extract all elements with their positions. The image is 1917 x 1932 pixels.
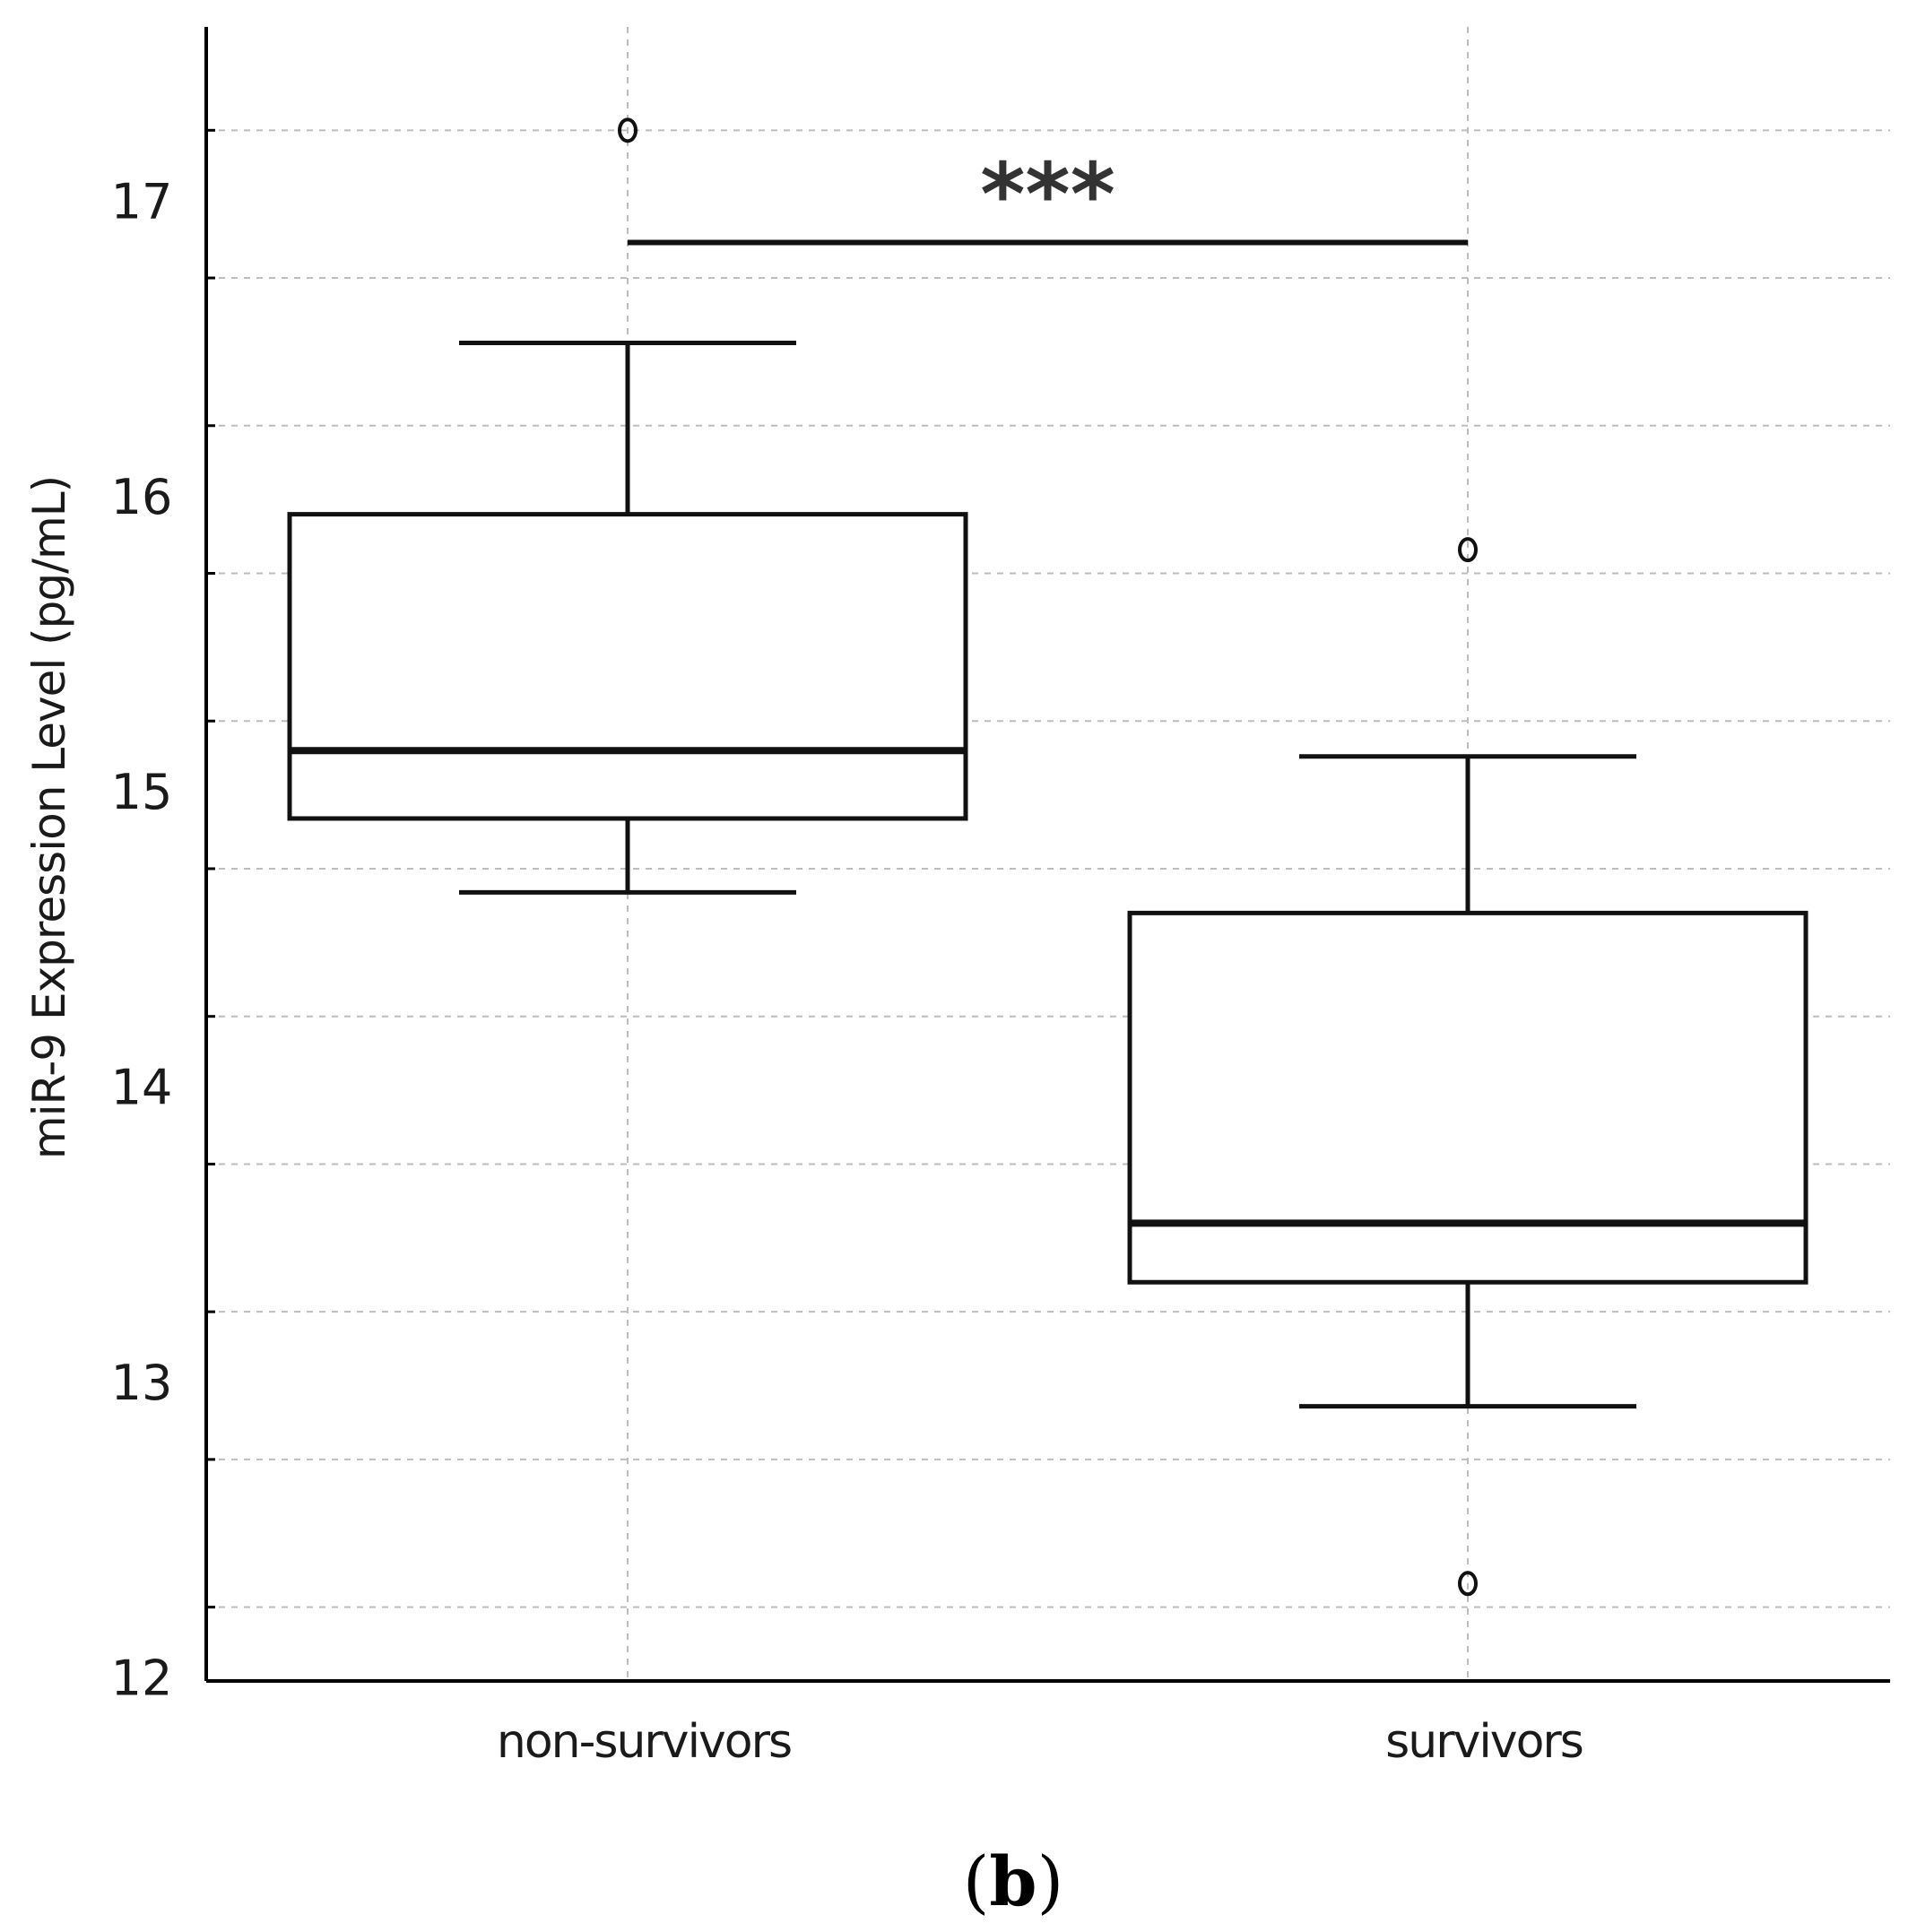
y-tick-label: 15	[111, 764, 173, 820]
category-labels: non-survivors survivors	[497, 1715, 1584, 1769]
axes	[204, 27, 1890, 1683]
box-survivors	[1127, 537, 1809, 1597]
significance-annotation: ***	[628, 145, 1468, 246]
x-category-label: non-survivors	[497, 1715, 791, 1769]
outlier-point	[1458, 537, 1478, 563]
panel-label: (b)	[963, 1841, 1063, 1921]
x-category-label: survivors	[1385, 1715, 1583, 1769]
iqr-box	[1127, 910, 1809, 1285]
panel-label-open: (	[963, 1841, 990, 1921]
panel-label-close: )	[1037, 1841, 1064, 1921]
y-axis-title: miR-9 Expression Level (pg/mL)	[23, 476, 75, 1159]
y-tick-label: 13	[111, 1355, 173, 1411]
grid-lines	[206, 27, 1890, 1681]
y-tick-label: 17	[111, 173, 173, 230]
y-axis-ticks: 12 13 14 15 16 17	[111, 128, 215, 1707]
outlier-point	[618, 117, 638, 143]
box-non-survivors	[287, 117, 968, 895]
iqr-box	[287, 512, 968, 821]
y-tick-label: 12	[111, 1650, 173, 1707]
outlier-point	[1458, 1571, 1478, 1597]
significance-stars: ***	[980, 145, 1115, 246]
y-tick-label: 16	[111, 469, 173, 525]
y-tick-label: 14	[111, 1060, 173, 1116]
boxes	[287, 117, 1809, 1597]
panel-label-letter: b	[989, 1841, 1037, 1921]
